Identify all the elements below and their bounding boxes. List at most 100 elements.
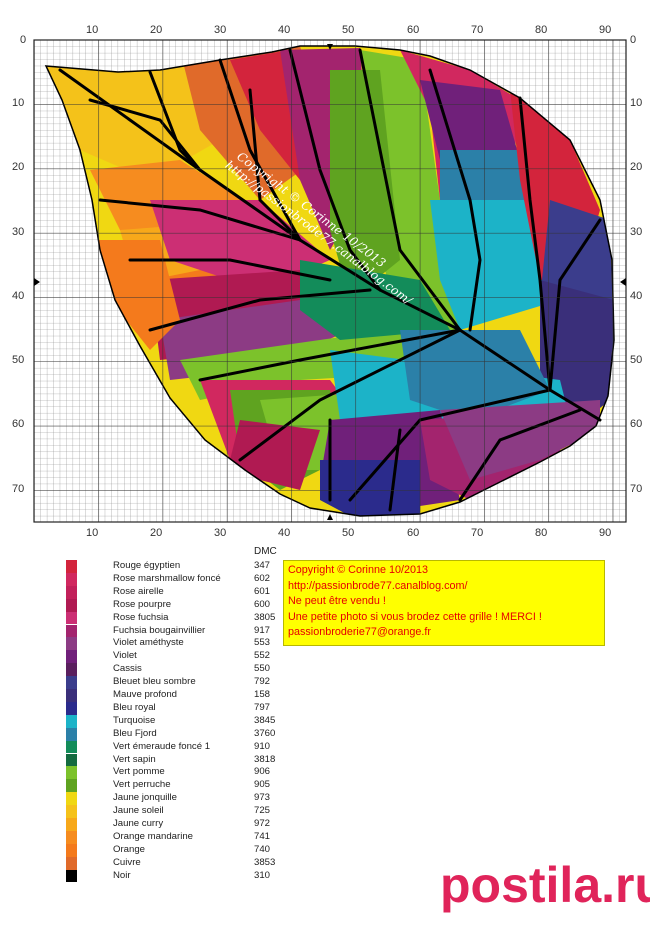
color-swatch [66, 779, 77, 793]
thread-name: Rose airelle [113, 585, 164, 597]
dmc-code: 158 [254, 689, 271, 700]
legend-row: Cassis 550 [64, 663, 294, 677]
thread-name: Orange mandarine [113, 830, 193, 842]
center-marker-left [34, 278, 40, 286]
color-swatch [66, 727, 77, 741]
color-swatch [66, 869, 77, 883]
thread-name: Vert perruche [113, 779, 171, 791]
left-tick-70: 70 [12, 483, 25, 495]
legend-row: Bleuet bleu sombre 792 [64, 676, 294, 689]
thread-name: Bleu royal [113, 701, 156, 713]
logo-text: postila.ru [440, 857, 650, 913]
dmc-code: 310 [254, 869, 271, 881]
left-tick-50: 50 [12, 354, 25, 366]
color-swatch [66, 830, 77, 844]
pattern-svg: Copyright © Corinne 10/2013 http://passi… [33, 39, 627, 523]
dmc-code: 347 [254, 560, 271, 571]
dmc-code: 973 [254, 792, 271, 804]
thread-name: Orange [113, 843, 145, 855]
dmc-code: 3805 [254, 611, 276, 623]
right-tick-70: 70 [630, 483, 643, 495]
legend-row: Rose marshmallow foncé 602 [64, 572, 294, 586]
thread-name: Fuchsia bougainvillier [113, 624, 206, 636]
legend-row: Mauve profond 158 [64, 689, 294, 702]
color-swatch [66, 585, 77, 599]
bottom-tick-60: 60 [407, 527, 420, 539]
dmc-code: 3760 [254, 727, 276, 739]
color-swatch [66, 792, 77, 806]
bottom-tick-10: 10 [86, 527, 99, 539]
legend-row: Rose pourpre 600 [64, 598, 294, 612]
thread-name: Cuivre [113, 856, 141, 868]
color-swatch [66, 624, 77, 638]
dmc-code: 552 [254, 650, 271, 662]
thread-name: Jaune jonquille [113, 792, 178, 804]
blog-link[interactable]: http://passionbrode77.canalblog.com/ [288, 579, 468, 592]
cross-stitch-grid: 0 10 20 30 40 50 60 70 80 90 0 10 20 30 … [12, 24, 643, 539]
thread-name: Cassis [113, 663, 142, 675]
color-swatch [66, 753, 77, 767]
color-swatch [66, 714, 77, 728]
left-tick-60: 60 [12, 418, 25, 430]
right-tick-20: 20 [630, 161, 643, 173]
legend-row: Bleu royal 797 [64, 701, 294, 715]
left-tick-40: 40 [12, 290, 25, 302]
thread-name: Rouge égyptien [113, 560, 181, 571]
top-tick-80: 80 [535, 24, 548, 36]
legend-row: Rouge égyptien 347 [64, 560, 294, 573]
legend-row: Rose airelle 601 [64, 585, 294, 599]
thread-name: Mauve profond [113, 689, 177, 700]
thread-name: Rose pourpre [113, 598, 172, 610]
top-tick-0: 0 [20, 34, 27, 46]
legend-row: Rose fuchsia 3805 [64, 611, 294, 625]
contact-email[interactable]: passionbroderie77@orange.fr [288, 626, 432, 639]
right-tick-50: 50 [630, 354, 643, 366]
legend-row: Cuivre 3853 [64, 856, 294, 870]
left-tick-30: 30 [12, 226, 25, 238]
right-tick-10: 10 [630, 97, 643, 109]
thread-name: Rose fuchsia [113, 611, 169, 623]
color-swatch [66, 611, 77, 625]
legend-row: Jaune jonquille 973 [64, 792, 294, 806]
thread-name: Turquoise [113, 714, 156, 726]
thread-name: Noir [113, 869, 131, 881]
color-swatch [66, 689, 77, 702]
legend-row: Violet 552 [64, 650, 294, 664]
color-swatch [66, 818, 77, 831]
bottom-tick-20: 20 [150, 527, 163, 539]
legend-row: Vert pomme 906 [64, 766, 294, 780]
dmc-code: 600 [254, 598, 271, 610]
dmc-code: 553 [254, 637, 271, 649]
legend-row: Noir 310 [64, 869, 294, 883]
bottom-tick-30: 30 [214, 527, 227, 539]
bottom-tick-90: 90 [599, 527, 612, 539]
bottom-tick-40: 40 [278, 527, 291, 539]
top-tick-70: 70 [471, 24, 484, 36]
thread-name: Violet améthyste [113, 637, 184, 649]
right-tick-40: 40 [630, 290, 643, 302]
color-swatch [66, 805, 77, 818]
legend-row: Orange 740 [64, 843, 294, 857]
color-swatch [66, 650, 77, 664]
legend-row: Violet améthyste 553 [64, 637, 294, 651]
color-swatch [66, 560, 77, 573]
legend-header: DMC [254, 546, 277, 557]
dmc-code: 601 [254, 585, 271, 597]
top-tick-20: 20 [150, 24, 163, 36]
color-swatch [66, 740, 77, 754]
legend-row: Vert émeraude foncé 1 910 [64, 740, 294, 754]
dmc-code: 792 [254, 676, 271, 688]
legend-row: Vert perruche 905 [64, 779, 294, 793]
color-swatch [66, 663, 77, 677]
left-tick-10: 10 [12, 97, 25, 109]
top-tick-50: 50 [342, 24, 355, 36]
dmc-code: 740 [254, 843, 271, 855]
dmc-code: 917 [254, 624, 271, 636]
legend-row: Fuchsia bougainvillier 917 [64, 624, 294, 638]
color-swatch [66, 856, 77, 870]
left-tick-20: 20 [12, 161, 25, 173]
not-for-sale-note: Ne peut être vendu ! [288, 595, 386, 608]
thread-name: Vert pomme [113, 766, 165, 778]
dmc-code: 910 [254, 740, 271, 752]
legend-row: Jaune curry 972 [64, 818, 294, 831]
